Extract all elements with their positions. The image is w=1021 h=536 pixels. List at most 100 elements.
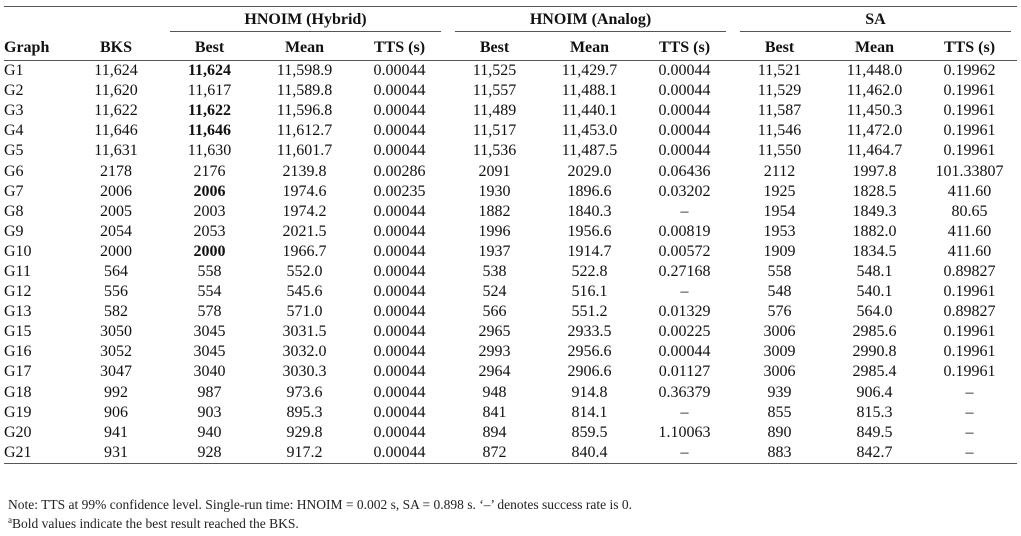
table-cell: 987 [197, 383, 222, 401]
table-cell: 0.19961 [943, 363, 996, 381]
table-cell: 0.36379 [658, 383, 711, 401]
table-cell: 11,589.8 [276, 82, 333, 100]
table-cell: 524 [482, 283, 507, 301]
table-cell: 11,488.1 [561, 82, 618, 100]
table-cell: 578 [197, 303, 222, 321]
table-cell: 906.4 [856, 383, 893, 401]
table-cell: 2021.5 [282, 222, 327, 240]
table-cell: – [680, 403, 689, 421]
table-cell: 3006 [763, 363, 796, 381]
table-cell: 548.1 [856, 262, 893, 280]
table-cell: 872 [447, 442, 542, 464]
table-row: G15 3050 3045 3031.5 0.00044 2965 2933.5 0.0022… [4, 322, 1017, 342]
table-cell: 0.19961 [943, 283, 996, 301]
group-header-row: HNOIM (Hybrid) HNOIM (Analog) SA [4, 7, 1017, 35]
table-cell: 11,624 [187, 62, 232, 80]
table-cell: 11,487.5 [561, 142, 618, 160]
table-cell: 2985.6 [852, 323, 897, 341]
table-row: G20 941 940 929.8 0.00044 894 859.5 1.10063 890 8… [4, 423, 1017, 443]
table-cell: 890 [767, 423, 792, 441]
table-cell: 815.3 [856, 403, 893, 421]
cell-bks: 582 [104, 303, 128, 321]
table-cell: 3009 [763, 343, 796, 361]
table-cell: 929.8 [286, 423, 323, 441]
note-line-1: Note: TTS at 99% confidence level. Singl… [8, 497, 632, 512]
table-cell: – [637, 442, 732, 464]
table-cell: 11,489 [472, 102, 517, 120]
cell-bks: 3047 [100, 363, 132, 381]
cell-graph: G3 [4, 102, 24, 120]
table-cell: 11,440.1 [561, 102, 618, 120]
table-cell: 1828.5 [852, 182, 897, 200]
col-bks: BKS [70, 35, 162, 61]
table-cell: 551.2 [571, 303, 608, 321]
cell-graph: G4 [4, 122, 24, 140]
table-cell: 2006 [193, 182, 226, 200]
cell-graph: G1 [4, 62, 24, 80]
table-cell: 2956.6 [567, 343, 612, 361]
cell-bks: 941 [104, 423, 128, 441]
table-cell: 11,517 [472, 122, 517, 140]
col-hybrid-best: Best [162, 35, 257, 61]
table-cell: 3032.0 [282, 343, 327, 361]
group-sa: SA [732, 7, 1017, 35]
table-cell: 2964 [478, 363, 511, 381]
table-cell: 11,622 [187, 102, 232, 120]
cell-bks: 2054 [100, 222, 132, 240]
table-cell: 0.01127 [658, 363, 711, 381]
table-cell: 1974.6 [282, 182, 327, 200]
cell-bks: 2000 [100, 242, 132, 260]
table-cell: 571.0 [286, 303, 323, 321]
note-line-2: aBold values indicate the best result re… [8, 514, 632, 533]
table-row: G10 2000 2000 1966.7 0.00044 1937 1914.7 0.0057… [4, 242, 1017, 262]
cell-bks: 2178 [100, 162, 132, 180]
table-cell: 940 [197, 423, 222, 441]
cell-graph: G11 [4, 262, 31, 280]
cell-bks: 2006 [100, 182, 132, 200]
table-cell: – [965, 383, 974, 401]
cell-bks: 11,620 [94, 82, 138, 100]
cell-graph: G7 [4, 182, 24, 200]
table-cell: 0.19961 [943, 102, 996, 120]
table-cell: 545.6 [286, 283, 323, 301]
table-row: G4 11,646 11,646 11,612.7 0.00044 11,517 11,45… [4, 121, 1017, 141]
cell-graph: G18 [4, 383, 32, 401]
col-analog-best: Best [447, 35, 542, 61]
table-cell: 1840.3 [567, 202, 612, 220]
table-cell: 3045 [193, 343, 226, 361]
col-sa-tts: TTS (s) [922, 35, 1017, 61]
table-cell: 2000 [193, 242, 226, 260]
table-row: G9 2054 2053 2021.5 0.00044 1996 1956.6 0.00819… [4, 222, 1017, 242]
col-sa-mean: Mean [827, 35, 922, 61]
table-cell: 0.19961 [943, 343, 996, 361]
table-cell: 11,536 [472, 142, 517, 160]
table-cell: 11,646 [187, 122, 232, 140]
table-cell: 0.00044 [373, 202, 426, 220]
table-cell: 0.00044 [373, 323, 426, 341]
table-cell: 0.89827 [943, 303, 996, 321]
table-cell: 0.00044 [373, 122, 426, 140]
cell-graph: G15 [4, 323, 32, 341]
results-table: HNOIM (Hybrid) HNOIM (Analog) SA Graph B… [4, 6, 1017, 464]
table-cell: 1834.5 [852, 242, 897, 260]
table-cell: – [680, 283, 689, 301]
table-cell: 3031.5 [282, 323, 327, 341]
cell-bks: 992 [104, 383, 128, 401]
table-row: G19 906 903 895.3 0.00044 841 814.1 – 855 815.3 – [4, 403, 1017, 423]
table-cell: 883 [732, 442, 827, 464]
table-cell: 11,472.0 [846, 122, 903, 140]
table-cell: 11,598.9 [276, 62, 333, 80]
table-cell: 859.5 [571, 423, 608, 441]
col-graph: Graph [4, 35, 70, 61]
table-cell: 3006 [763, 323, 796, 341]
table-cell: 554 [197, 283, 222, 301]
cell-graph: G5 [4, 142, 24, 160]
table-row: G5 11,631 11,630 11,601.7 0.00044 11,536 11,48… [4, 141, 1017, 161]
table-cell: 0.00044 [373, 262, 426, 280]
table-cell: 11,448.0 [846, 62, 903, 80]
column-header-row: Graph BKS Best Mean TTS (s) Best Mean TT… [4, 35, 1017, 61]
table-cell: 0.00044 [373, 303, 426, 321]
table-cell: 0.19961 [943, 122, 996, 140]
table-cell: – [965, 423, 974, 441]
table-cell: 0.00235 [373, 182, 426, 200]
